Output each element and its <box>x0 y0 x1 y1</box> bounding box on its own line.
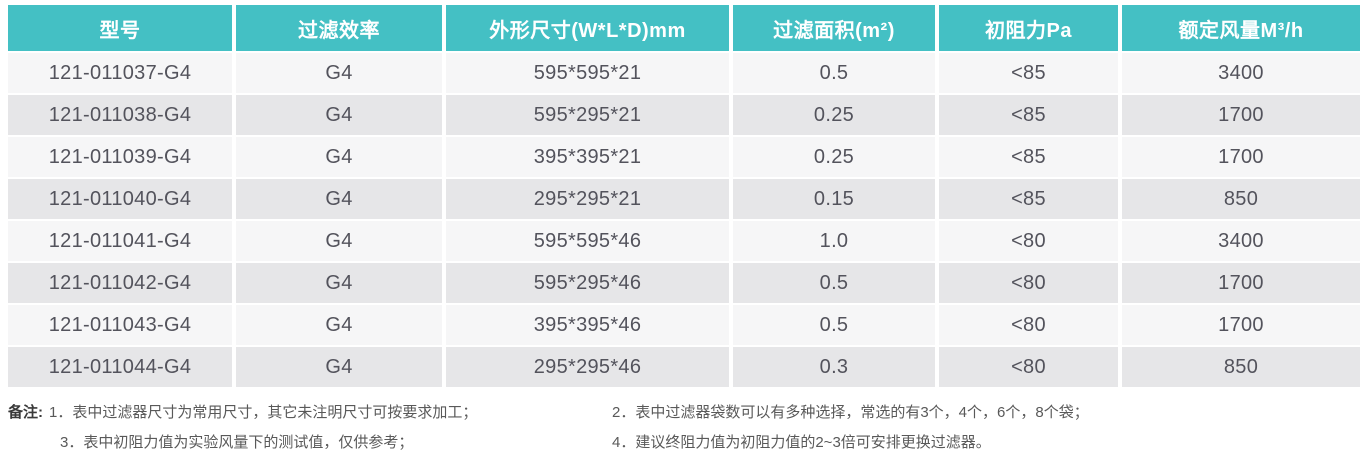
cell-filter-area: 0.25 <box>733 95 935 135</box>
header-cell-model: 型号 <box>8 5 232 51</box>
note-item-1: 1．表中过滤器尺寸为常用尺寸，其它未注明尺寸可按要求加工； <box>49 404 478 421</box>
note-line-1: 备注: 1．表中过滤器尺寸为常用尺寸，其它未注明尺寸可按要求加工； <box>8 398 612 428</box>
cell-model: 121-011042-G4 <box>8 263 232 303</box>
cell-rated-airflow: 1700 <box>1122 263 1360 303</box>
table-row: 121-011037-G4 G4 595*595*21 0.5 <85 3400 <box>8 53 1360 93</box>
cell-efficiency: G4 <box>236 263 442 303</box>
cell-rated-airflow: 850 <box>1122 179 1360 219</box>
cell-rated-airflow: 850 <box>1122 347 1360 387</box>
note-line-4: 4．建议终阻力值为初阻力值的2~3倍可安排更换过滤器。 <box>612 428 1358 457</box>
cell-model: 121-011041-G4 <box>8 221 232 261</box>
header-cell-efficiency: 过滤效率 <box>236 5 442 51</box>
header-cell-rated-airflow: 额定风量M³/h <box>1122 5 1360 51</box>
cell-model: 121-011037-G4 <box>8 53 232 93</box>
cell-filter-area: 0.25 <box>733 137 935 177</box>
table-row: 121-011040-G4 G4 295*295*21 0.15 <85 850 <box>8 179 1360 219</box>
table-row: 121-011044-G4 G4 295*295*46 0.3 <80 850 <box>8 347 1360 387</box>
cell-filter-area: 0.3 <box>733 347 935 387</box>
table-row: 121-011041-G4 G4 595*595*46 1.0 <80 3400 <box>8 221 1360 261</box>
cell-rated-airflow: 3400 <box>1122 53 1360 93</box>
footnotes: 备注: 1．表中过滤器尺寸为常用尺寸，其它未注明尺寸可按要求加工； 3．表中初阻力… <box>8 398 1358 457</box>
cell-initial-resistance: <80 <box>939 263 1118 303</box>
cell-dimensions: 595*295*21 <box>446 95 729 135</box>
table-row: 121-011042-G4 G4 595*295*46 0.5 <80 1700 <box>8 263 1360 303</box>
notes-label: 备注: <box>8 404 43 421</box>
cell-dimensions: 595*595*46 <box>446 221 729 261</box>
note-item-2: 2．表中过滤器袋数可以有多种选择，常选的有3个，4个，6个，8个袋； <box>612 404 1089 421</box>
cell-dimensions: 395*395*46 <box>446 305 729 345</box>
cell-model: 121-011044-G4 <box>8 347 232 387</box>
cell-efficiency: G4 <box>236 305 442 345</box>
header-cell-dimensions: 外形尺寸(W*L*D)mm <box>446 5 729 51</box>
cell-model: 121-011039-G4 <box>8 137 232 177</box>
footnotes-left-column: 备注: 1．表中过滤器尺寸为常用尺寸，其它未注明尺寸可按要求加工； 3．表中初阻力… <box>8 398 612 457</box>
cell-efficiency: G4 <box>236 347 442 387</box>
cell-rated-airflow: 1700 <box>1122 95 1360 135</box>
table-row: 121-011043-G4 G4 395*395*46 0.5 <80 1700 <box>8 305 1360 345</box>
cell-model: 121-011043-G4 <box>8 305 232 345</box>
cell-initial-resistance: <85 <box>939 179 1118 219</box>
table-row: 121-011038-G4 G4 595*295*21 0.25 <85 170… <box>8 95 1360 135</box>
cell-filter-area: 0.15 <box>733 179 935 219</box>
cell-initial-resistance: <85 <box>939 53 1118 93</box>
cell-dimensions: 295*295*21 <box>446 179 729 219</box>
cell-model: 121-011038-G4 <box>8 95 232 135</box>
cell-model: 121-011040-G4 <box>8 179 232 219</box>
cell-dimensions: 595*595*21 <box>446 53 729 93</box>
cell-efficiency: G4 <box>236 53 442 93</box>
note-item-3: 3．表中初阻力值为实验风量下的测试值，仅供参考； <box>60 434 414 451</box>
cell-filter-area: 0.5 <box>733 263 935 303</box>
note-item-4: 4．建议终阻力值为初阻力值的2~3倍可安排更换过滤器。 <box>612 434 991 451</box>
filter-spec-table: 型号 过滤效率 外形尺寸(W*L*D)mm 过滤面积(m²) 初阻力Pa 额定风… <box>8 5 1360 387</box>
cell-efficiency: G4 <box>236 137 442 177</box>
cell-initial-resistance: <85 <box>939 95 1118 135</box>
cell-filter-area: 1.0 <box>733 221 935 261</box>
note-line-2: 2．表中过滤器袋数可以有多种选择，常选的有3个，4个，6个，8个袋； <box>612 398 1358 428</box>
cell-initial-resistance: <85 <box>939 137 1118 177</box>
cell-efficiency: G4 <box>236 95 442 135</box>
cell-efficiency: G4 <box>236 179 442 219</box>
footnotes-right-column: 2．表中过滤器袋数可以有多种选择，常选的有3个，4个，6个，8个袋； 4．建议终… <box>612 398 1358 457</box>
cell-initial-resistance: <80 <box>939 305 1118 345</box>
header-cell-initial-resistance: 初阻力Pa <box>939 5 1118 51</box>
table-row: 121-011039-G4 G4 395*395*21 0.25 <85 170… <box>8 137 1360 177</box>
table-header-row: 型号 过滤效率 外形尺寸(W*L*D)mm 过滤面积(m²) 初阻力Pa 额定风… <box>8 5 1360 51</box>
cell-dimensions: 595*295*46 <box>446 263 729 303</box>
cell-dimensions: 395*395*21 <box>446 137 729 177</box>
cell-filter-area: 0.5 <box>733 305 935 345</box>
cell-initial-resistance: <80 <box>939 347 1118 387</box>
header-cell-filter-area: 过滤面积(m²) <box>733 5 935 51</box>
cell-dimensions: 295*295*46 <box>446 347 729 387</box>
cell-initial-resistance: <80 <box>939 221 1118 261</box>
cell-rated-airflow: 1700 <box>1122 305 1360 345</box>
cell-efficiency: G4 <box>236 221 442 261</box>
cell-filter-area: 0.5 <box>733 53 935 93</box>
cell-rated-airflow: 1700 <box>1122 137 1360 177</box>
cell-rated-airflow: 3400 <box>1122 221 1360 261</box>
note-line-3: 3．表中初阻力值为实验风量下的测试值，仅供参考； <box>8 428 612 457</box>
